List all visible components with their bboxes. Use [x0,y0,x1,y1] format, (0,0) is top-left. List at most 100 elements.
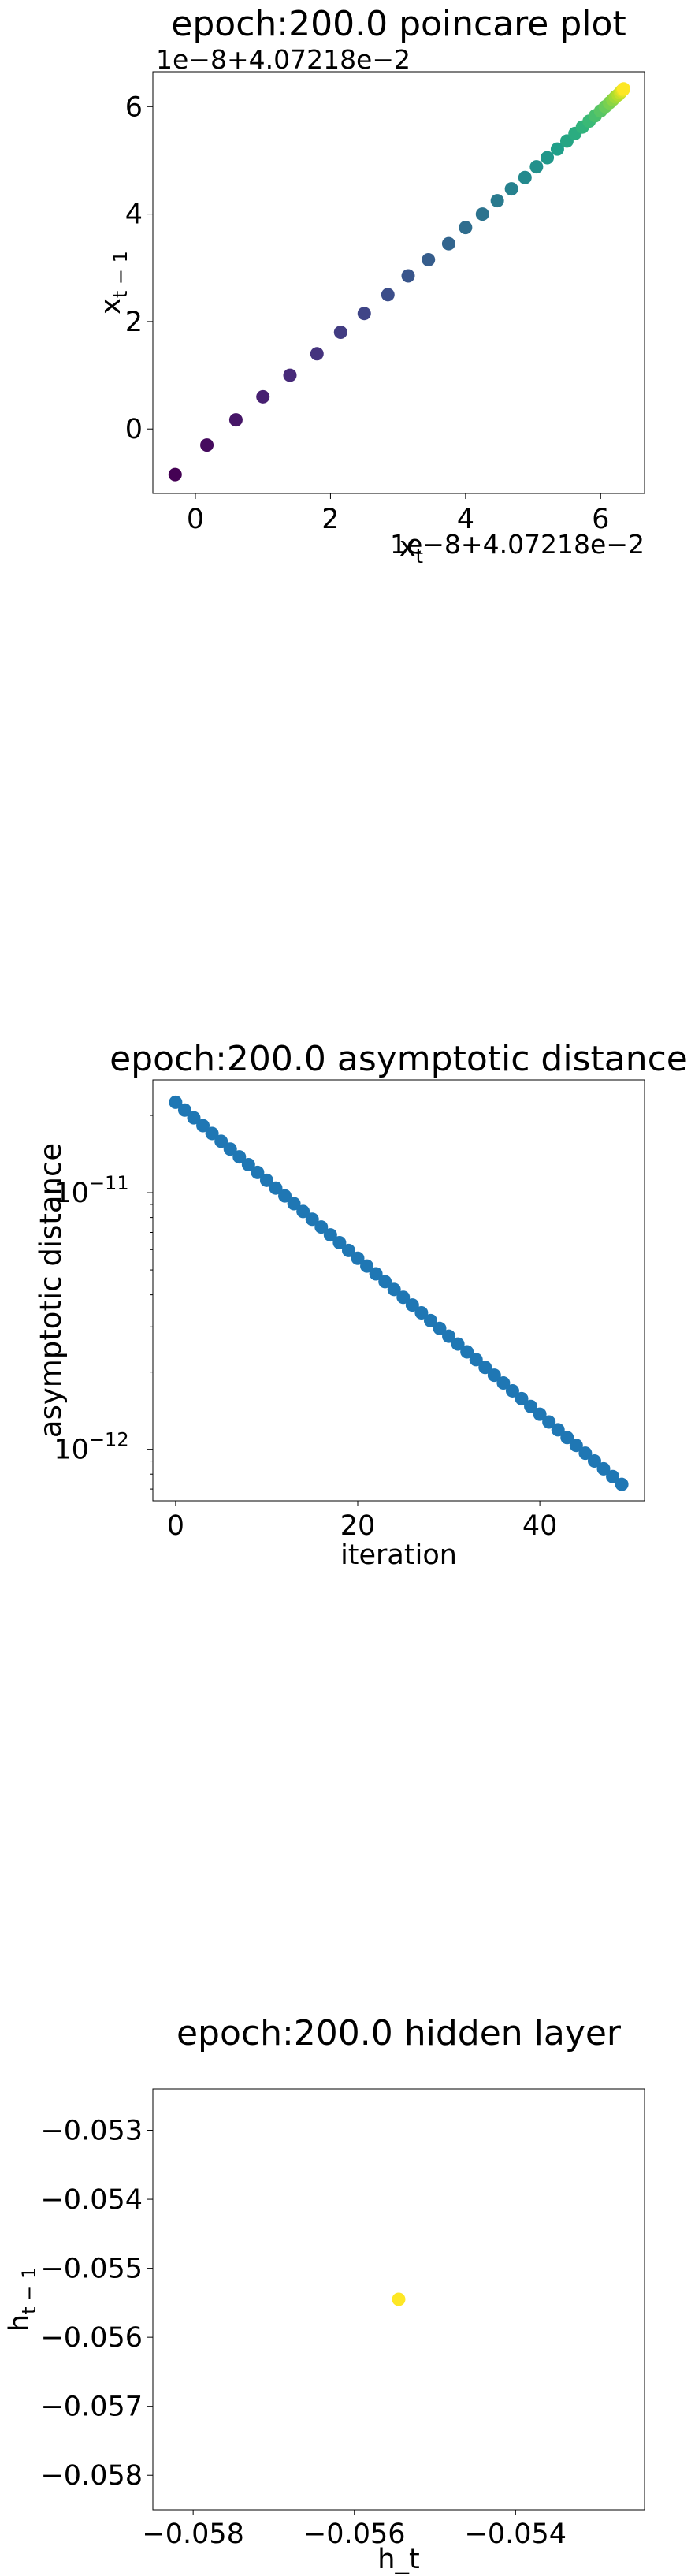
chart1-x-tick-label: 4 [457,504,474,535]
chart2-point [442,1329,456,1343]
chart1-y-tick-label: 2 [125,307,143,338]
chart1-point [441,236,455,251]
chart2-point [314,1220,329,1234]
chart2-point [505,1383,519,1398]
chart1-point [459,221,473,235]
chart2-point [460,1345,474,1359]
chart2-x-tick-label: 40 [522,1510,558,1542]
chart2-x-tick-label: 0 [167,1510,184,1542]
chart1-point [228,413,243,427]
chart1-point [475,207,489,221]
chart2-point [596,1461,611,1476]
chart2-point [187,1111,201,1125]
chart1-x-tick-label: 6 [592,504,609,535]
chart1-y-tick-label: 0 [125,414,143,445]
chart3-x-tick-label: −0.054 [465,2518,567,2550]
chart3-x-tick-label: −0.058 [142,2518,244,2550]
chart1-point [504,182,518,196]
chart1-point [550,142,564,156]
chart2-point [533,1407,547,1421]
chart2-point [496,1376,511,1390]
chart3-y-axis-label: ht − 1 [4,2267,40,2332]
chart2-point [251,1165,265,1179]
chart2-y-axis-label: asymptotic distance [34,1143,68,1438]
chart2-point [351,1251,365,1265]
chart2-point [360,1259,374,1273]
chart2-point [287,1197,301,1211]
chart3-y-tick-label: −0.055 [40,2254,143,2285]
chart1-point [616,82,630,96]
chart1-point [518,170,532,184]
chart2-point [378,1275,392,1289]
chart1-x-offset-label: 1e−8+4.07218e−2 [390,529,645,560]
chart2-point [451,1337,465,1351]
chart1-point [168,467,182,482]
chart2-point [569,1439,583,1453]
chart1-point [310,347,324,361]
chart2-point [524,1399,538,1413]
chart2-point [396,1290,411,1305]
chart2-point [469,1353,483,1367]
chart2-point [232,1150,247,1164]
chart1-x-tick-label: 0 [187,504,204,535]
chart2-point [414,1306,429,1320]
chart2-point [515,1391,529,1405]
chart1-title: epoch:200.0 poincare plot [171,4,626,44]
chart3-y-tick-label: −0.054 [40,2184,143,2216]
chart2-point [487,1368,501,1383]
chart2-point [551,1423,565,1437]
chart2-point [433,1321,447,1335]
chart2-title: epoch:200.0 asymptotic distance [110,1039,688,1079]
chart2-point [305,1212,319,1227]
chart2-point [177,1103,191,1117]
chart1-point [333,326,347,340]
chart2-point [615,1477,629,1491]
chart2-point [560,1431,574,1445]
chart2-point [205,1126,219,1141]
chart2-point [278,1189,292,1203]
chart2-y-tick-label: 10−11 [54,1172,128,1209]
chart2-point [241,1158,255,1172]
chart3-x-tick-label: −0.056 [303,2518,406,2550]
chart2-point [423,1313,437,1327]
chart1-point [256,389,270,404]
chart1-y-axis-label: xt − 1 [95,251,132,315]
chart1-point [200,438,214,452]
chart1-point [401,269,415,283]
chart1-point [541,151,555,165]
chart2-point [369,1267,383,1281]
chart3-point [392,2292,406,2306]
chart1-point [283,368,297,382]
chart2-point [296,1204,310,1219]
chart2-point [587,1454,601,1468]
chart2-point [196,1119,210,1133]
chart3-title: epoch:200.0 hidden layer [176,2013,622,2053]
chart3-y-tick-label: −0.058 [40,2460,143,2492]
chart2-point [542,1415,556,1429]
chart2-point [478,1361,492,1375]
chart2-x-axis-label: iteration [340,1539,457,1571]
chart3-y-tick-label: −0.057 [40,2392,143,2423]
chart3-y-tick-label: −0.053 [40,2116,143,2147]
chart2-y-tick-label: 10−12 [54,1429,128,1466]
chart1-point [422,253,436,267]
chart2-point [269,1181,283,1195]
chart1-point [490,194,504,208]
chart2-point [223,1142,237,1156]
chart2-point [606,1469,620,1483]
chart2-point [259,1173,273,1187]
chart2-point [214,1134,228,1148]
chart2-point [387,1282,401,1297]
chart1-y-offset-label: 1e−8+4.07218e−2 [156,44,411,75]
chart3-y-tick-label: −0.056 [40,2322,143,2354]
chart2-point [323,1228,337,1242]
chart1-point [529,160,544,174]
chart2-point [341,1243,355,1257]
chart2-point [332,1235,347,1249]
chart2-point [405,1298,419,1312]
chart1-x-tick-label: 2 [321,504,339,535]
chart1-point [357,307,371,321]
chart1-y-tick-label: 4 [125,199,143,231]
chart1-point [381,288,395,302]
